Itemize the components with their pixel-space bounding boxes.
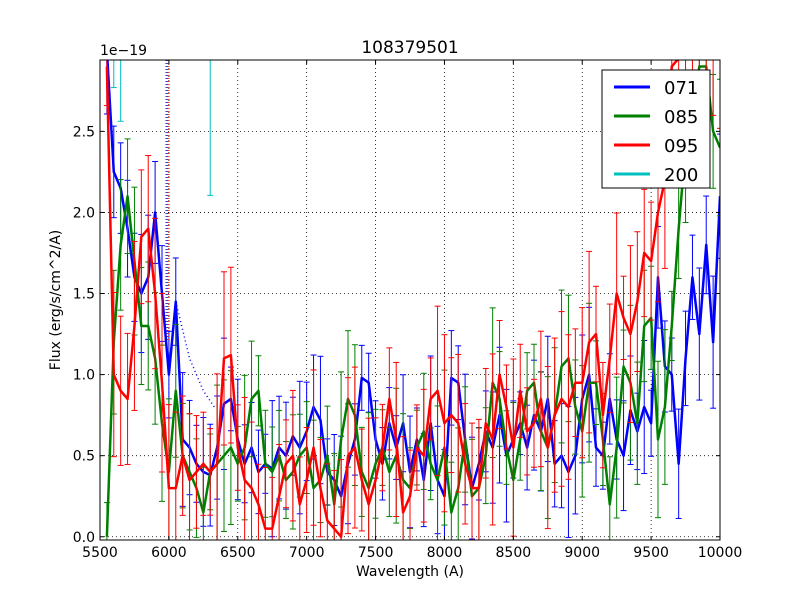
x-tick-label: 6500 — [220, 545, 256, 561]
x-axis-label: Wavelength (A) — [356, 564, 464, 580]
x-tick-label: 5500 — [82, 545, 118, 561]
x-tick-label: 6000 — [151, 545, 187, 561]
x-tick-label: 7000 — [289, 545, 325, 561]
legend-label: 085 — [664, 107, 698, 128]
series-line — [107, 0, 121, 18]
x-tick-label: 10000 — [698, 545, 743, 561]
y-tick-label: 2.5 — [73, 124, 95, 140]
y-tick-label: 2.0 — [73, 205, 95, 221]
y-tick-label: 1.5 — [73, 287, 95, 303]
y-axis-label: Flux (erg/s/cm^2/A) — [48, 230, 64, 370]
y-tick-label: 1.0 — [73, 368, 95, 384]
y-tick-label: 0.0 — [73, 530, 95, 546]
x-tick-label: 9500 — [633, 545, 669, 561]
legend-label: 200 — [664, 165, 698, 186]
x-tick-label: 9000 — [564, 545, 600, 561]
legend-label: 095 — [664, 136, 698, 157]
legend-label: 071 — [664, 78, 698, 99]
y-tick-label: 0.5 — [73, 449, 95, 465]
x-tick-label: 8000 — [427, 545, 463, 561]
x-tick-label: 8500 — [496, 545, 532, 561]
legend: 071 085 095 200 — [602, 70, 710, 188]
x-tick-label: 7500 — [358, 545, 394, 561]
chart-title: 108379501 — [361, 38, 458, 58]
y-offset-label: 1e−19 — [100, 43, 147, 59]
